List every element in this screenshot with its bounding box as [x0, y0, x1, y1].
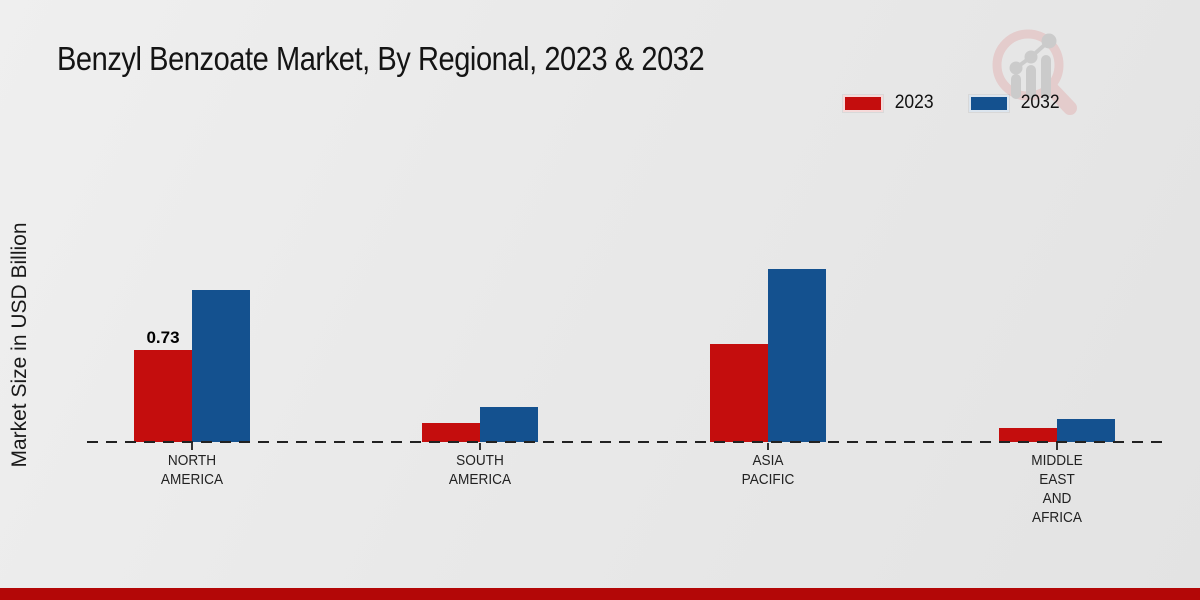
x-axis-tick: [479, 443, 481, 450]
bar-2032-cat3: [1057, 419, 1115, 442]
legend-item-2032: 2032: [969, 92, 1061, 114]
x-category-label-1: SOUTH AMERICA: [448, 453, 512, 488]
legend-label-2023: 2023: [894, 92, 934, 113]
x-category-label-0: NORTH AMERICA: [160, 453, 224, 488]
x-category-label-2: ASIA PACIFIC: [741, 453, 795, 488]
bar-2032-cat2: [768, 269, 826, 442]
legend-label-2032: 2032: [1020, 92, 1060, 113]
legend-swatch-2032: [969, 94, 1010, 112]
bar-2023-cat1: [422, 423, 480, 442]
bar-2023-cat3: [999, 428, 1057, 442]
x-category-label-3: MIDDLE EAST AND AFRICA: [1031, 453, 1083, 526]
bar-2032-cat0: [192, 290, 250, 442]
brand-magnifier-chart-logo: [992, 29, 1077, 115]
x-axis-tick: [191, 443, 193, 450]
bar-value-label: 0.73: [146, 328, 180, 347]
x-axis-tick: [767, 443, 769, 450]
x-axis-tick: [1056, 443, 1058, 450]
legend: 2023 2032: [843, 92, 1062, 114]
bar-2023-cat0: [134, 350, 192, 442]
footer-accent-band: [0, 588, 1200, 600]
bar-2023-cat2: [710, 344, 768, 442]
legend-item-2023: 2023: [843, 92, 935, 114]
legend-swatch-2023: [843, 94, 883, 112]
chart-title: Benzyl Benzoate Market, By Regional, 202…: [57, 40, 705, 77]
bar-2032-cat1: [480, 407, 538, 442]
x-axis-baseline: [87, 441, 1163, 443]
